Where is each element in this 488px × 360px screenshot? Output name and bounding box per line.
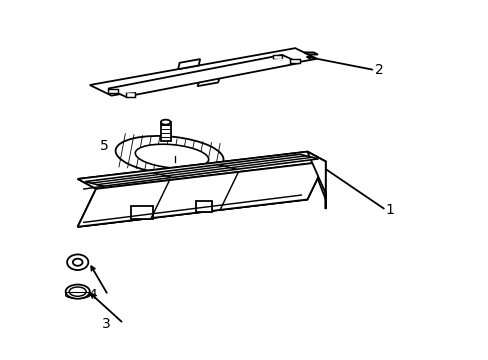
- Polygon shape: [78, 162, 325, 227]
- Polygon shape: [131, 206, 152, 219]
- Circle shape: [73, 259, 82, 266]
- Polygon shape: [289, 59, 299, 63]
- Ellipse shape: [135, 144, 208, 168]
- Ellipse shape: [161, 120, 170, 125]
- Polygon shape: [78, 152, 325, 227]
- Polygon shape: [161, 122, 170, 141]
- Polygon shape: [178, 59, 200, 69]
- Text: 5: 5: [100, 139, 108, 153]
- Text: 1: 1: [385, 203, 393, 217]
- Polygon shape: [118, 58, 289, 93]
- Ellipse shape: [115, 136, 223, 175]
- Ellipse shape: [65, 284, 90, 299]
- Polygon shape: [78, 162, 325, 227]
- Polygon shape: [307, 152, 325, 209]
- Text: 2: 2: [375, 63, 384, 77]
- Polygon shape: [304, 53, 317, 54]
- Polygon shape: [90, 48, 316, 96]
- Polygon shape: [196, 201, 211, 212]
- Polygon shape: [108, 55, 299, 97]
- Polygon shape: [125, 93, 135, 97]
- Text: 4: 4: [88, 288, 97, 302]
- Polygon shape: [272, 55, 282, 59]
- Polygon shape: [307, 152, 325, 209]
- Text: 3: 3: [102, 316, 111, 330]
- Circle shape: [67, 255, 88, 270]
- Polygon shape: [197, 76, 220, 86]
- Polygon shape: [108, 89, 118, 93]
- Polygon shape: [78, 152, 325, 189]
- Polygon shape: [85, 154, 318, 186]
- Ellipse shape: [69, 287, 86, 296]
- Ellipse shape: [65, 292, 90, 298]
